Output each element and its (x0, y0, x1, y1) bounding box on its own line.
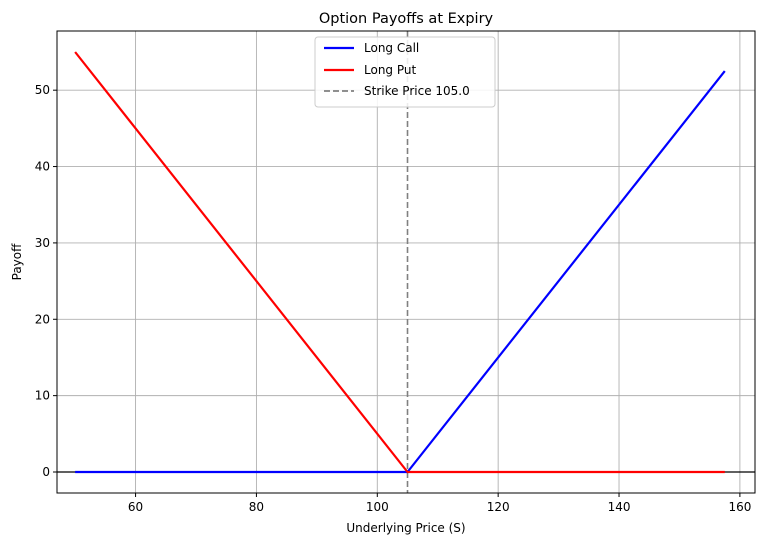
y-tick-label-20: 20 (35, 312, 50, 326)
y-tick-label-0: 0 (42, 465, 50, 479)
x-tick-label-80: 80 (249, 500, 264, 514)
legend: Long Call Long Put Strike Price 105.0 (314, 36, 496, 108)
x-tick-label-120: 120 (487, 500, 510, 514)
long-call-line (75, 70, 726, 474)
x-tick-label-60: 60 (128, 500, 143, 514)
legend-label-strike: Strike Price 105.0 (364, 84, 470, 98)
chart-title: Option Payoffs at Expiry (319, 11, 494, 27)
legend-label-long-put: Long Put (364, 63, 416, 77)
y-tick-label-30: 30 (35, 236, 50, 250)
x-tick-label-100: 100 (366, 500, 389, 514)
plot-area (57, 31, 755, 493)
x-tick-label-160: 160 (728, 500, 751, 514)
y-tick-label-50: 50 (35, 83, 50, 97)
y-tick-label-40: 40 (35, 160, 50, 174)
plot-frame (56, 30, 756, 494)
legend-label-long-call: Long Call (364, 41, 419, 55)
x-tick-label-140: 140 (608, 500, 631, 514)
legend-box (314, 36, 496, 108)
x-axis-label: Underlying Price (S) (346, 521, 465, 535)
axis-ticks: 60 80 100 120 140 160 0 10 20 30 40 50 (35, 83, 752, 514)
y-axis-label: Payoff (10, 243, 24, 280)
long-put-line (74, 51, 725, 474)
y-tick-label-10: 10 (35, 389, 50, 403)
